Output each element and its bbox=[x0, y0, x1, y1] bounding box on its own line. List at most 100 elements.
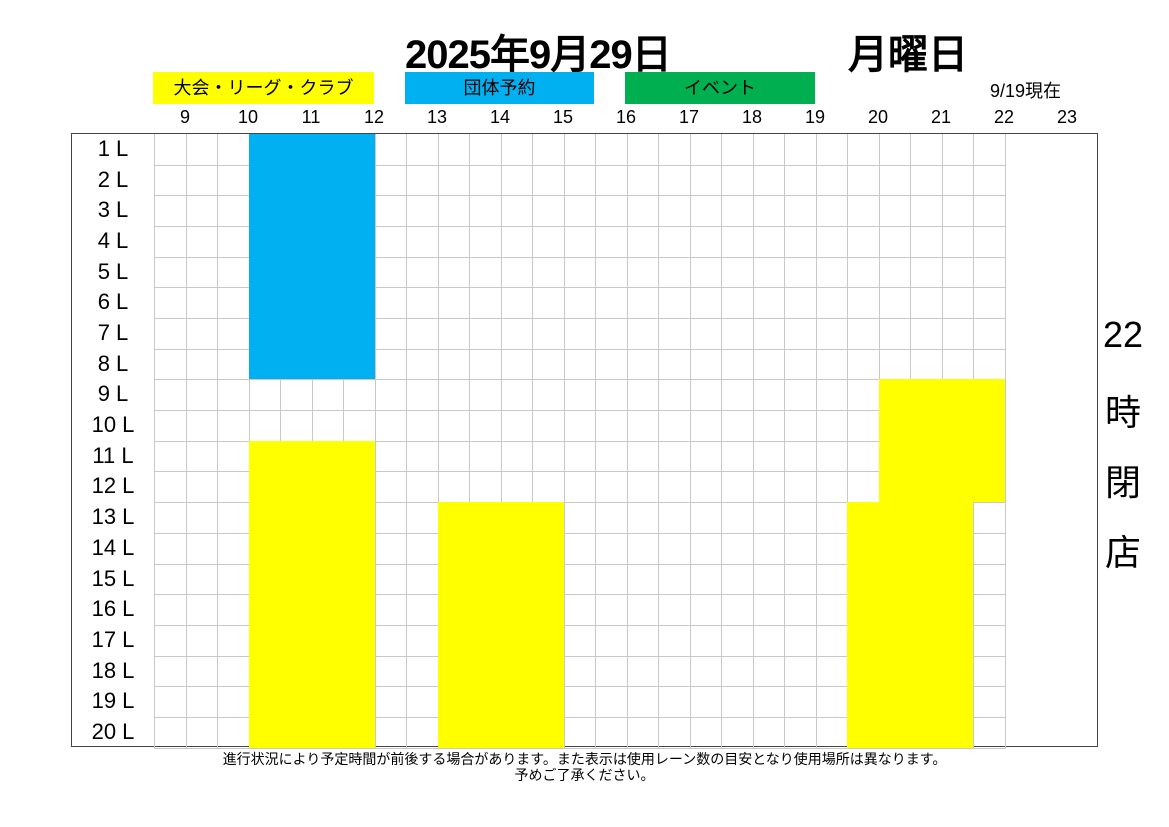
time-slot bbox=[154, 134, 187, 166]
time-slot bbox=[941, 318, 974, 350]
time-slot bbox=[878, 287, 911, 320]
time-slot bbox=[721, 624, 754, 657]
time-slot bbox=[563, 624, 596, 657]
time-slot bbox=[973, 563, 1006, 596]
time-slot bbox=[910, 318, 943, 350]
time-slot bbox=[689, 195, 722, 228]
booked-slot-tournament bbox=[878, 471, 911, 504]
time-slot bbox=[721, 563, 754, 596]
booked-slot-tournament bbox=[847, 716, 880, 749]
hour-label: 10 bbox=[237, 107, 259, 127]
time-slot bbox=[595, 716, 628, 749]
time-slot bbox=[752, 195, 785, 228]
time-slot bbox=[469, 471, 502, 504]
closing-char: 時 bbox=[1104, 392, 1141, 433]
booked-slot-tournament bbox=[941, 686, 974, 718]
booked-slot-tournament bbox=[469, 716, 502, 749]
time-slot bbox=[563, 594, 596, 626]
time-slot bbox=[752, 318, 785, 350]
booked-slot-tournament bbox=[910, 563, 943, 596]
time-slot bbox=[910, 164, 943, 197]
time-slot bbox=[185, 287, 218, 320]
time-slot bbox=[374, 686, 407, 718]
time-slot bbox=[374, 716, 407, 749]
lane-label: 9 L bbox=[97, 381, 129, 407]
time-slot bbox=[563, 655, 596, 688]
time-slot bbox=[563, 502, 596, 534]
time-slot bbox=[973, 532, 1006, 565]
time-slot bbox=[217, 287, 250, 320]
footer-line-2: 予めご了承ください。 bbox=[514, 767, 655, 783]
time-slot bbox=[752, 379, 785, 412]
time-slot bbox=[658, 686, 691, 718]
booked-slot-tournament bbox=[941, 655, 974, 688]
time-slot bbox=[437, 164, 470, 197]
time-slot bbox=[721, 379, 754, 412]
lane-label: 16 L bbox=[91, 596, 135, 622]
booked-slot-tournament bbox=[532, 502, 565, 534]
time-slot bbox=[689, 563, 722, 596]
time-slot bbox=[406, 134, 439, 166]
time-slot bbox=[217, 134, 250, 166]
time-slot bbox=[815, 226, 848, 258]
time-slot bbox=[217, 410, 250, 442]
booked-slot-tournament bbox=[532, 716, 565, 749]
time-slot bbox=[595, 440, 628, 473]
time-slot bbox=[878, 348, 911, 381]
time-slot bbox=[563, 716, 596, 749]
booked-slot-group bbox=[248, 164, 281, 197]
hour-label: 20 bbox=[867, 107, 889, 127]
booked-slot-tournament bbox=[878, 686, 911, 718]
time-slot bbox=[563, 686, 596, 718]
booked-slot-tournament bbox=[248, 440, 281, 473]
booked-slot-tournament bbox=[878, 624, 911, 657]
time-slot bbox=[595, 624, 628, 657]
hour-label: 12 bbox=[363, 107, 385, 127]
booked-slot-tournament bbox=[248, 716, 281, 749]
time-slot bbox=[374, 410, 407, 442]
time-slot bbox=[973, 318, 1006, 350]
time-slot bbox=[469, 164, 502, 197]
booked-slot-tournament bbox=[469, 624, 502, 657]
time-slot bbox=[973, 716, 1006, 749]
time-slot bbox=[721, 655, 754, 688]
booked-slot-group bbox=[311, 195, 344, 228]
time-slot bbox=[658, 471, 691, 504]
time-slot bbox=[721, 164, 754, 197]
booked-slot-tournament bbox=[343, 716, 376, 749]
time-slot bbox=[626, 686, 659, 718]
booked-slot-tournament bbox=[437, 594, 470, 626]
booked-slot-group bbox=[343, 256, 376, 289]
booked-slot-tournament bbox=[878, 410, 911, 442]
booked-slot-tournament bbox=[532, 686, 565, 718]
time-slot bbox=[185, 624, 218, 657]
time-slot bbox=[532, 471, 565, 504]
booked-slot-tournament bbox=[469, 655, 502, 688]
time-slot bbox=[721, 287, 754, 320]
booked-slot-group bbox=[280, 134, 313, 166]
time-slot bbox=[815, 318, 848, 350]
time-slot bbox=[910, 195, 943, 228]
time-slot bbox=[815, 379, 848, 412]
booked-slot-tournament bbox=[500, 655, 533, 688]
time-slot bbox=[658, 287, 691, 320]
time-slot bbox=[500, 256, 533, 289]
time-slot bbox=[815, 502, 848, 534]
time-slot bbox=[689, 379, 722, 412]
time-slot bbox=[217, 655, 250, 688]
booked-slot-group bbox=[311, 318, 344, 350]
time-slot bbox=[815, 686, 848, 718]
time-slot bbox=[784, 502, 817, 534]
time-slot bbox=[437, 195, 470, 228]
time-slot bbox=[784, 471, 817, 504]
time-slot bbox=[815, 655, 848, 688]
time-slot bbox=[185, 440, 218, 473]
time-slot bbox=[626, 226, 659, 258]
booked-slot-tournament bbox=[248, 655, 281, 688]
lane-label: 2 L bbox=[97, 166, 129, 192]
time-slot bbox=[910, 134, 943, 166]
booked-slot-group bbox=[311, 348, 344, 381]
time-slot bbox=[185, 532, 218, 565]
time-slot bbox=[217, 471, 250, 504]
booked-slot-tournament bbox=[469, 563, 502, 596]
